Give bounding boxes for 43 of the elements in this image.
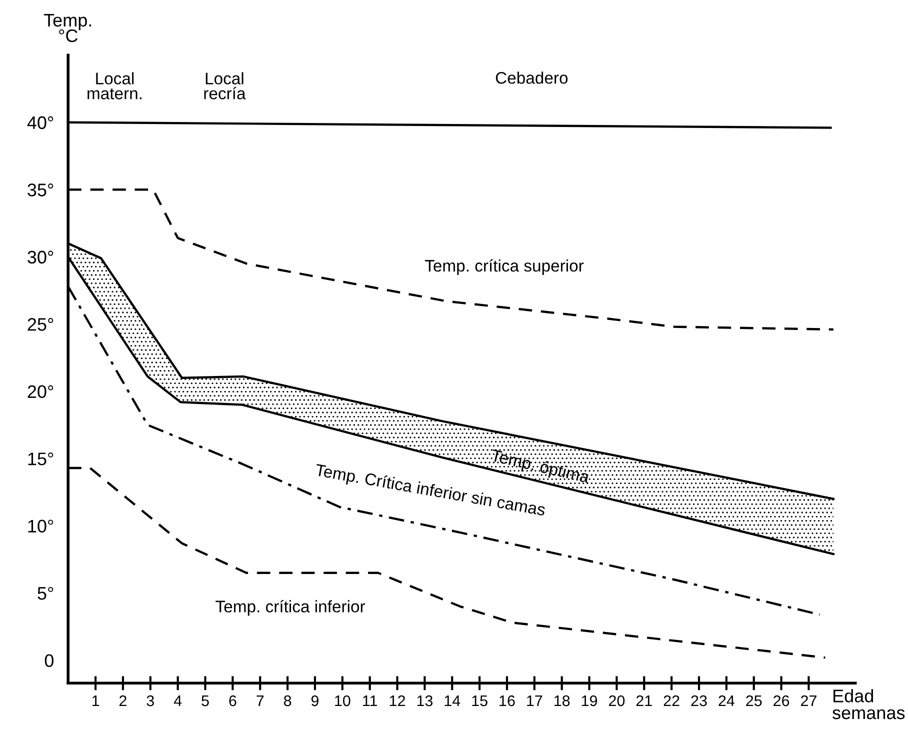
x-tick-label: 24	[718, 695, 734, 706]
y-tick-label: 5°	[38, 586, 54, 600]
x-tick-label: 2	[119, 695, 126, 706]
y-tick-label: 20°	[28, 385, 54, 398]
x-tick-label: 12	[390, 695, 405, 706]
x-tick-label: 16	[500, 695, 515, 706]
x-tick-label: 11	[363, 696, 378, 706]
x-tick-label: 21	[636, 695, 652, 706]
x-tick-label: 18	[554, 695, 570, 706]
x-tick-label: 17	[527, 696, 542, 706]
x-tick-label: 8	[284, 695, 292, 706]
y-axis-title: Temp. °C	[44, 14, 92, 42]
y-tick-label: 25°	[28, 318, 54, 331]
x-tick-label: 23	[691, 695, 707, 706]
annotation: Local recría	[204, 72, 246, 100]
y-tick-label: 10°	[28, 520, 54, 533]
x-tick-label: 10	[335, 695, 350, 706]
x-axis-title: Edad semanas	[832, 689, 905, 720]
x-tick-label: 4	[174, 696, 182, 706]
y-tick-label: 35°	[28, 184, 54, 196]
y-tick-label: 40°	[27, 116, 54, 130]
x-tick-label: 25	[746, 695, 762, 706]
x-tick-label: 9	[311, 695, 318, 706]
x-tick-label: 26	[774, 695, 790, 706]
y-tick-label: 0	[44, 654, 54, 668]
x-tick-label: 20	[608, 695, 625, 706]
x-tick-label: 15	[472, 696, 488, 706]
y-tick-label: 15°	[28, 452, 54, 466]
x-tick-label: 22	[664, 695, 680, 706]
series-label: Temp. crítica superior	[424, 259, 584, 275]
x-tick-label: 5	[202, 696, 209, 706]
x-tick-label: 14	[444, 696, 460, 706]
x-tick-label: 1	[92, 696, 100, 706]
annotation: Cebadero	[496, 72, 568, 84]
x-tick-label: 6	[229, 695, 236, 706]
x-tick-label: 3	[146, 695, 154, 706]
x-tick-label: 7	[256, 696, 264, 706]
annotation: Local matern.	[88, 72, 142, 100]
x-tick-label: 19	[582, 695, 598, 706]
x-tick-label: 27	[800, 695, 816, 706]
y-tick-label: 30°	[28, 250, 54, 264]
x-tick-label: 13	[417, 695, 433, 706]
series-label: Temp. crítica inferior	[216, 600, 366, 616]
